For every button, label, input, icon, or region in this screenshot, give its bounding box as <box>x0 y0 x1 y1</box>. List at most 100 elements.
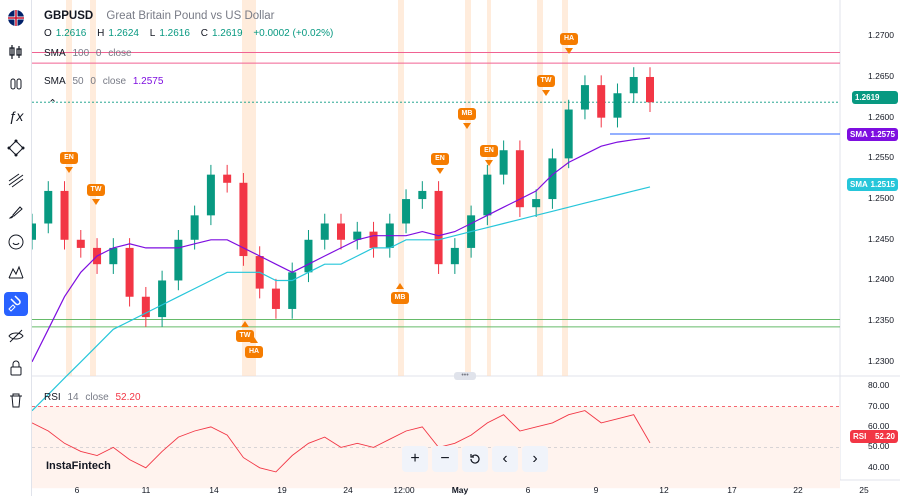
price-tick-label: 1.2450 <box>868 233 894 244</box>
scroll-right-button[interactable]: › <box>522 446 548 472</box>
candle-body <box>450 247 459 265</box>
pattern-icon[interactable] <box>4 260 28 284</box>
time-tick-label: 12 <box>659 485 669 495</box>
candle-body <box>109 247 118 265</box>
signal-badge: TW <box>87 184 105 196</box>
highlight-band <box>537 0 543 376</box>
candle-body <box>597 85 606 118</box>
rsi-tick-label: 80.00 <box>868 380 890 391</box>
candle-body <box>239 182 248 257</box>
sma50-badge: SMA 1.2575 <box>847 128 898 141</box>
candle-body <box>434 190 443 265</box>
candle-body <box>402 199 411 224</box>
price-tick-label: 1.2300 <box>868 355 894 366</box>
eye-off-icon[interactable] <box>4 324 28 348</box>
time-tick-label: 24 <box>343 485 353 495</box>
time-tick-label: 19 <box>277 485 287 495</box>
bars-icon[interactable] <box>4 72 28 96</box>
chart-canvas[interactable] <box>28 0 900 496</box>
sma50-badge-value: 1.2575 <box>870 130 895 139</box>
signal-arrow-icon <box>463 123 471 129</box>
reset-chart-button[interactable] <box>462 446 488 472</box>
candle-body <box>320 223 329 240</box>
highlight-band <box>465 0 471 376</box>
candle-body <box>369 231 378 248</box>
candle-body <box>418 190 427 200</box>
time-tick-label: 25 <box>859 485 869 495</box>
time-tick-label: 22 <box>793 485 803 495</box>
price-tick-label: 1.2500 <box>868 193 894 204</box>
signal-badge: MB <box>391 292 409 304</box>
lines-icon[interactable] <box>4 168 28 192</box>
candle-body <box>629 76 638 94</box>
scroll-left-button[interactable]: ‹ <box>492 446 518 472</box>
signal-arrow-icon <box>485 160 493 166</box>
lock-icon[interactable] <box>4 356 28 380</box>
collapse-legend-icon[interactable]: ⌃ <box>48 98 58 110</box>
pane-resize-handle[interactable]: ••• <box>454 372 476 380</box>
rsi-badge-value: 52.20 <box>874 432 895 441</box>
watermark: InstaFintech <box>46 460 111 472</box>
price-tick-label: 1.2700 <box>868 30 894 41</box>
rsi-tick-label: 60.00 <box>868 420 890 431</box>
highlight-band <box>398 0 404 376</box>
rsi-tick-label: 40.00 <box>868 461 890 472</box>
nodes-icon[interactable] <box>4 136 28 160</box>
reset-icon <box>470 454 480 464</box>
time-tick-label: 6 <box>74 485 80 495</box>
sma100-name: SMA <box>44 48 66 59</box>
candle-body <box>564 109 573 159</box>
signal-badge: MB <box>458 108 476 120</box>
fx-icon[interactable]: ƒx <box>8 108 24 124</box>
signal-arrow-icon <box>241 321 249 327</box>
rsi-legend[interactable]: RSI 14 close 52.20 <box>44 392 145 403</box>
open-label: O <box>44 28 52 39</box>
signal-badge: HA <box>560 33 578 45</box>
time-tick-label: 12:00 <box>393 485 415 495</box>
sma100-badge-value: 1.2515 <box>870 180 895 189</box>
ohlc-legend: O 1.2616 H 1.2624 L 1.2616 C 1.2619 +0.0002 … <box>44 28 337 39</box>
rsi-tick-label: 50.00 <box>868 441 890 452</box>
candle-body <box>646 76 654 103</box>
sma100-legend[interactable]: SMA 100 0 close <box>44 48 136 59</box>
flag-uk-icon[interactable] <box>4 6 28 30</box>
time-tick-label: 17 <box>727 485 737 495</box>
candle-body <box>271 288 280 309</box>
trash-icon[interactable] <box>4 388 28 412</box>
highlight-band <box>66 0 72 376</box>
sma100-length: 100 <box>72 48 90 59</box>
candle-body <box>288 272 297 309</box>
emoji-icon[interactable] <box>4 230 28 254</box>
sma100-badge: SMA 1.2515 <box>847 178 898 191</box>
sma100-badge-label: SMA <box>850 180 868 189</box>
low-label: L <box>149 28 156 39</box>
current-price-badge: 1.2619 <box>852 91 898 104</box>
rsi-tick-label: 70.00 <box>868 400 890 411</box>
candles-icon[interactable] <box>4 40 28 64</box>
chart-area[interactable]: GBPUSD Great Britain Pound vs US Dollar … <box>28 0 900 496</box>
brush-icon[interactable] <box>4 200 28 224</box>
magnet-icon[interactable] <box>4 292 28 316</box>
signal-badge: EN <box>60 152 78 164</box>
price-tick-label: 1.2600 <box>868 111 894 122</box>
time-tick-label: 6 <box>525 485 531 495</box>
zoom-in-button[interactable]: + <box>402 446 428 472</box>
price-tick-label: 1.2550 <box>868 152 894 163</box>
drawing-toolbar: ƒx <box>0 0 32 496</box>
close-value: 1.2619 <box>211 28 243 39</box>
zoom-out-button[interactable]: − <box>432 446 458 472</box>
signal-arrow-icon <box>542 90 550 96</box>
candle-body <box>353 231 362 240</box>
signal-arrow-icon <box>250 337 258 343</box>
signal-badge: EN <box>480 145 498 157</box>
candle-body <box>548 158 557 200</box>
price-tick-label: 1.2350 <box>868 315 894 326</box>
sma50-legend[interactable]: SMA 50 0 close 1.2575 <box>44 76 167 87</box>
rsi-badge-label: RSI <box>853 432 867 441</box>
rsi-name: RSI <box>44 392 61 403</box>
candle-body <box>174 239 183 281</box>
signal-arrow-icon <box>565 48 573 54</box>
signal-arrow-icon <box>396 283 404 289</box>
candle-body <box>190 215 199 240</box>
time-tick-label: 9 <box>593 485 599 495</box>
